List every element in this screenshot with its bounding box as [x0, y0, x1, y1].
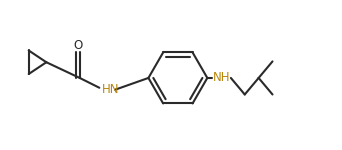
Text: NH: NH [213, 71, 231, 84]
Text: HN: HN [102, 83, 120, 96]
Text: O: O [73, 39, 82, 52]
